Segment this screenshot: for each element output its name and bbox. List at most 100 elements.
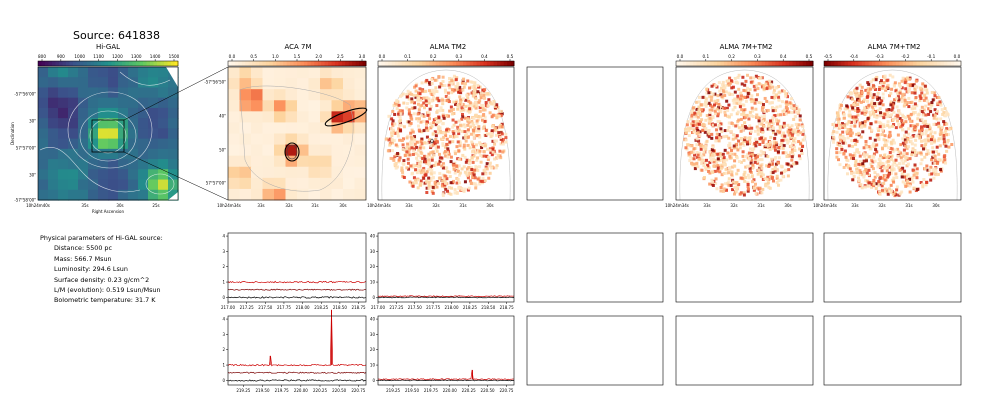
almatm2-speckle (475, 134, 479, 138)
alma-7m-tm2-b-speckle (906, 145, 910, 149)
higal-pixel (138, 77, 149, 89)
alma-7m-tm2-a-speckle (728, 146, 732, 150)
alma-7m-tm2-b-speckle (854, 161, 858, 165)
alma-7m-tm2-a-speckle (789, 135, 793, 139)
almatm2-speckle (472, 145, 476, 149)
alma-7m-tm2-b-speckle (852, 115, 856, 119)
alma-7m-tm2-a-speckle (731, 108, 735, 112)
aca7m-pixel (320, 166, 332, 179)
alma-7m-tm2-b-speckle (915, 176, 919, 180)
aca7m-pixel (331, 111, 344, 123)
alma-7m-tm2-b-speckle (919, 181, 923, 185)
almatm2-speckle (430, 168, 434, 172)
alma-7m-tm2-b-speckle (857, 179, 861, 183)
almatm2-speckle (449, 181, 453, 185)
almatm2-speckle (455, 181, 459, 185)
alma-7m-tm2-a-speckle (734, 188, 738, 192)
almatm2-speckle (499, 114, 503, 118)
aca7m-x-tick-label: 30s (339, 203, 346, 208)
alma-7m-tm2-a-speckle (717, 133, 721, 137)
alma-7m-tm2-a-speckle (736, 81, 740, 85)
alma-7m-tm2-a-speckle (775, 174, 779, 178)
alma-7m-tm2-a-speckle (686, 127, 690, 131)
alma-7m-tm2-b-speckle (920, 158, 924, 162)
alma-7m-tm2-a-speckle (733, 90, 737, 94)
almatm2-speckle (427, 117, 431, 121)
alma-7m-tm2-a-speckle (740, 137, 744, 141)
alma-7m-tm2-title-b: ALMA 7M+TM2 (867, 43, 921, 51)
alma-7m-tm2-a-x-tick-label: 10h24m34s (665, 203, 689, 208)
alma-7m-tm2-a-speckle (718, 89, 722, 93)
alma-7m-tm2-a-speckle (755, 140, 759, 144)
aca7m-pixel (331, 78, 344, 90)
aca7m-title: ACA 7M (284, 43, 312, 51)
colorbar-segment (355, 61, 360, 66)
almatm2-speckle (427, 110, 431, 114)
almatm2-speckle (466, 109, 470, 113)
alma-7m-tm2-a-speckle (726, 151, 730, 155)
alma-7m-tm2-a-speckle (730, 86, 734, 90)
spectrum-tm2-lower-x-tick-label: 220.25 (462, 388, 476, 393)
spectrum-aca-lower-series-1 (227, 371, 367, 374)
alma-7m-tm2-a-speckle (710, 108, 714, 112)
almatm2-speckle (411, 182, 415, 186)
alma-7m-tm2-b-speckle (876, 133, 880, 137)
alma-7m-tm2-a-speckle (695, 137, 699, 141)
alma-7m-tm2-b-speckle (917, 112, 921, 116)
alma-7m-tm2-a-speckle (790, 155, 794, 159)
almatm2-speckle (416, 112, 420, 116)
alma-7m-tm2-b-speckle (895, 188, 899, 192)
almatm2-speckle (478, 135, 482, 139)
almatm2-speckle (434, 117, 438, 121)
alma-7m-tm2-b-speckle (912, 111, 916, 115)
alma-7m-tm2-a-speckle (696, 153, 700, 157)
alma-7m-tm2-b-speckle (913, 171, 917, 175)
almatm2-speckle (420, 89, 424, 93)
alma-7m-tm2-b-speckle (931, 98, 935, 102)
alma-7m-tm2-b-speckle (845, 130, 849, 134)
alma-7m-tm2-b-speckle (900, 79, 904, 83)
almatm2-speckle (454, 129, 458, 133)
aca7m-pixel (354, 177, 367, 190)
alma-7m-tm2-b-speckle (900, 172, 904, 176)
alma-7m-tm2-b-speckle (861, 123, 865, 127)
alma-7m-tm2-b-speckle (926, 149, 930, 153)
alma-7m-tm2-b-speckle (893, 116, 897, 120)
almatm2-speckle (427, 97, 431, 101)
aca7m-pixel (354, 166, 367, 179)
colorbar-segment (768, 61, 773, 66)
almatm2-speckle (478, 149, 482, 153)
colorbar-segment (248, 61, 253, 66)
alma-7m-tm2-b-speckle (900, 175, 904, 179)
almatm2-speckle (490, 132, 494, 136)
almatm2-speckle (431, 191, 435, 195)
almatm2-speckle (413, 178, 417, 182)
almatm2-speckle (426, 113, 430, 117)
almatm2-speckle (432, 121, 436, 125)
alma-7m-tm2-b-speckle (898, 83, 902, 87)
alma-7m-tm2-b-speckle (881, 176, 885, 180)
alma-7m-tm2-b-speckle (910, 142, 914, 146)
alma-7m-tm2-a-speckle (790, 111, 794, 115)
alma-7m-tm2-b-speckle (842, 116, 846, 120)
almatm2-speckle (492, 102, 496, 106)
aca7m-pixel (285, 133, 298, 146)
alma-7m-tm2-a-speckle (740, 108, 744, 112)
alma-7m-tm2-a-speckle (712, 83, 716, 87)
aca7m-pixel (308, 100, 321, 112)
almatm2-speckle (472, 133, 476, 137)
alma-7m-tm2-a-speckle (772, 91, 776, 95)
almatm2-speckle (486, 91, 490, 95)
almatm2-speckle (401, 137, 405, 141)
higal-pixel (98, 138, 109, 150)
alma-7m-tm2-a-speckle (752, 188, 756, 192)
alma-7m-tm2-b-speckle (862, 164, 866, 168)
almatm2-speckle (387, 138, 391, 142)
alma-7m-tm2-b-speckle (912, 169, 916, 173)
alma-7m-tm2-a-speckle (727, 136, 731, 140)
almatm2-speckle (459, 89, 463, 93)
almatm2-speckle (420, 103, 424, 107)
almatm2-speckle (479, 93, 483, 97)
alma-7m-tm2-a-speckle (777, 95, 781, 99)
almatm2-speckle (428, 107, 432, 111)
